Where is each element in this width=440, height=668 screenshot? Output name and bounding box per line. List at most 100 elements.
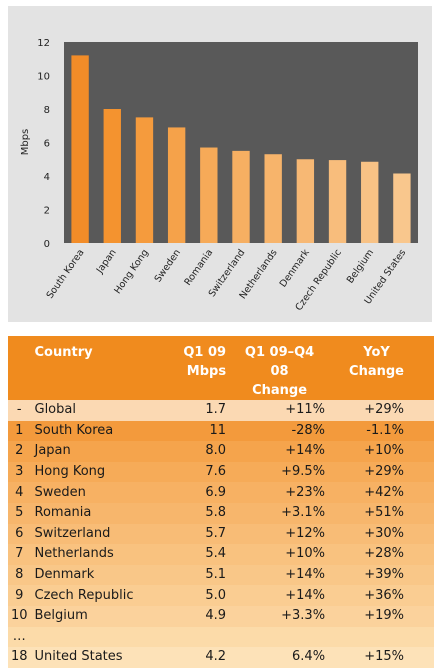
cell-qoq: +23% (285, 484, 326, 500)
cell-mbps: 6.9 (205, 484, 227, 500)
cell-qoq: +3.3% (281, 608, 326, 624)
cell-rank: 10 (10, 608, 28, 624)
header-yoy-change: YoY Change (349, 336, 434, 400)
cell-yoy: +29% (364, 402, 404, 418)
cell-mbps: 5.1 (205, 567, 227, 583)
cell-qoq (234, 627, 349, 648)
cell-country: Denmark (34, 567, 95, 583)
cell-rank: 8 (15, 567, 24, 583)
x-tick-label: Belgium (345, 247, 376, 285)
cell-rank: 18 (10, 649, 28, 665)
header-mbps: Q1 09 Mbps (154, 336, 235, 400)
cell-mbps: 5.8 (205, 505, 227, 521)
cell-country: Netherlands (34, 546, 114, 562)
cell-rank: 1 (15, 422, 24, 438)
bar (328, 160, 347, 243)
cell-country: Czech Republic (34, 587, 134, 603)
header-qoq-change: Q1 09–Q4 08 Change (234, 336, 350, 400)
table-row: 6 Switzerland 5.7 +12% +30% (8, 523, 434, 545)
cell-mbps: 5.0 (205, 587, 227, 603)
header-rank (8, 336, 31, 400)
cell-rank: 7 (15, 546, 24, 562)
y-tick-label: 4 (44, 172, 50, 183)
cell-country: Romania (34, 505, 92, 521)
bar (296, 159, 315, 243)
header-mbps-label: Q1 09 Mbps (183, 345, 227, 379)
cell-yoy: +39% (364, 567, 404, 583)
cell-rank: 4 (15, 484, 24, 500)
cell-mbps: 5.7 (205, 525, 227, 541)
bar (71, 55, 89, 244)
cell-country: Switzerland (34, 525, 111, 541)
cell-yoy: +42% (364, 484, 404, 500)
y-tick-label: 8 (44, 105, 50, 116)
cell-qoq: +3.1% (281, 505, 326, 521)
cell-yoy: -1.1% (366, 422, 404, 438)
bar (393, 173, 411, 243)
cell-mbps: 4.9 (205, 608, 227, 624)
x-tick-label: Japan (94, 247, 119, 276)
bar (232, 150, 250, 243)
bars (71, 55, 411, 244)
x-tick-label: Hong Kong (112, 247, 151, 296)
header-qoq-line2: Change (252, 383, 308, 398)
cell-rank: … (12, 628, 26, 644)
cell-rank: 6 (15, 525, 24, 541)
table-header-row: Country Q1 09 Mbps Q1 09–Q4 08 Change YoY… (8, 336, 434, 400)
cell-country: Japan (34, 443, 71, 459)
cell-country: Sweden (34, 484, 86, 500)
cell-rank: 9 (15, 587, 24, 603)
cell-country: Belgium (34, 608, 88, 624)
table-row: 1 South Korea 11 -28% -1.1% (8, 420, 434, 442)
x-tick-label: Sweden (153, 247, 184, 284)
cell-qoq: -28% (291, 422, 326, 438)
cell-qoq: +11% (285, 402, 326, 418)
bar (361, 161, 379, 243)
table-row: 9 Czech Republic 5.0 +14% +36% (8, 585, 434, 606)
bar (167, 127, 186, 243)
table-row: … (8, 626, 434, 648)
header-yoy-line1: YoY (363, 345, 390, 360)
table-row: 7 Netherlands 5.4 +10% +28% (8, 544, 434, 565)
cell-mbps: 1.7 (205, 402, 227, 418)
cell-rank: 3 (15, 464, 24, 480)
y-tick-label: 2 (44, 206, 50, 217)
table-row: - Global 1.7 +11% +29% (8, 400, 434, 421)
cell-yoy: +30% (364, 525, 404, 541)
cell-yoy: +36% (364, 587, 404, 603)
cell-country (31, 627, 155, 648)
cell-mbps: 7.6 (205, 464, 227, 480)
table-row: 5 Romania 5.8 +3.1% +51% (8, 502, 434, 524)
cell-yoy: +10% (364, 443, 404, 459)
header-qoq-line1: Q1 09–Q4 08 (244, 345, 315, 379)
cell-mbps: 11 (209, 422, 227, 438)
cell-mbps (154, 627, 234, 648)
table-row: 18 United States 4.2 6.4% +15% (8, 647, 434, 668)
header-country-label: Country (34, 345, 93, 360)
chart-panel: Mbps 0 2 4 6 8 10 12 South Korea Japan Hong Kong… (8, 6, 432, 322)
cell-rank: 2 (15, 443, 24, 459)
bar (264, 154, 282, 243)
cell-country: United States (34, 649, 123, 665)
cell-qoq: +10% (285, 546, 326, 562)
y-tick-label: 12 (37, 38, 50, 49)
y-axis-label: Mbps (20, 129, 31, 156)
y-tick-label: 0 (44, 239, 50, 250)
cell-country: Hong Kong (34, 464, 106, 480)
x-tick-label: Denmark (278, 247, 312, 289)
y-axis: 0 2 4 6 8 10 12 (37, 38, 50, 250)
x-tick-label: Romania (182, 247, 215, 287)
bar (200, 147, 218, 243)
cell-qoq: 6.4% (292, 649, 326, 665)
cell-rank: 5 (15, 505, 24, 521)
header-yoy-line2: Change (349, 364, 404, 379)
speed-table: Country Q1 09 Mbps Q1 09–Q4 08 Change YoY… (8, 336, 434, 668)
cell-yoy (349, 627, 434, 648)
cell-mbps: 8.0 (205, 443, 227, 459)
y-tick-label: 6 (44, 139, 50, 150)
cell-mbps: 4.2 (205, 649, 227, 665)
y-tick-label: 10 (37, 72, 50, 83)
table-row: 10 Belgium 4.9 +3.3% +19% (8, 605, 434, 627)
